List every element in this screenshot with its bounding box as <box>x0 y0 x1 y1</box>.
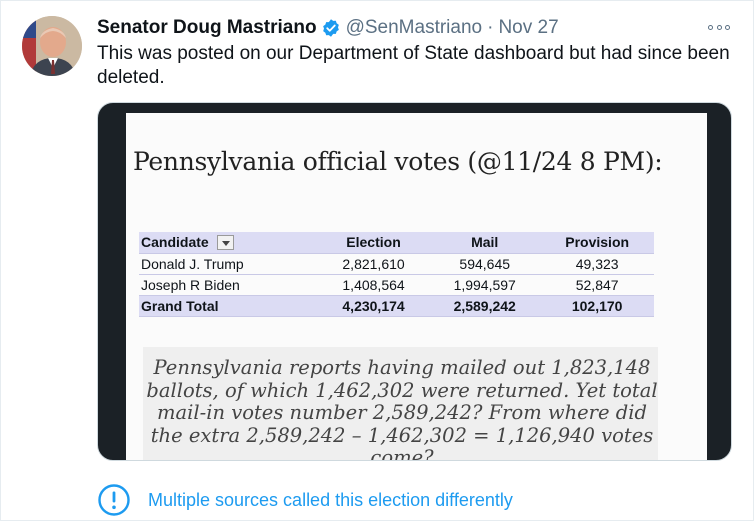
table-cell: 102,170 <box>540 295 654 317</box>
column-header-election: Election <box>317 232 430 254</box>
table-cell: 1,994,597 <box>429 274 541 296</box>
column-header-label: Candidate <box>141 233 209 250</box>
tweet-date[interactable]: Nov 27 <box>498 17 559 38</box>
column-header-provision: Provision <box>540 232 654 254</box>
avatar-image <box>22 16 82 76</box>
table-cell: 49,323 <box>540 253 654 275</box>
notice-link[interactable]: Multiple sources called this election di… <box>148 489 513 510</box>
table-cell: 2,821,610 <box>317 253 430 275</box>
election-notice[interactable]: Multiple sources called this election di… <box>97 483 513 517</box>
table-cell: 2,589,242 <box>429 295 541 317</box>
tweet-header: Senator Doug Mastriano @SenMastriano · N… <box>97 16 559 40</box>
more-options-icon[interactable] <box>708 19 730 35</box>
quote-line: Pennsylvania reports having mailed out 1… <box>153 356 651 379</box>
verified-badge-icon <box>321 18 341 38</box>
quote-line: the extra 2,589,242 – 1,462,302 = 1,126,… <box>150 423 654 447</box>
table-cell: Grand Total <box>139 295 318 317</box>
avatar[interactable] <box>22 16 82 76</box>
quote-line: ballots, of which 1,462,302 were returne… <box>146 378 658 402</box>
author-handle[interactable]: @SenMastriano <box>345 17 483 38</box>
table-cell: 4,230,174 <box>317 295 430 317</box>
table-row: Joseph R Biden 1,408,564 1,994,597 52,84… <box>139 274 654 296</box>
table-row: Donald J. Trump 2,821,610 594,645 49,323 <box>139 253 654 275</box>
header-separator: · <box>487 17 494 38</box>
column-header-mail: Mail <box>429 232 541 254</box>
author-display-name[interactable]: Senator Doug Mastriano <box>97 17 317 38</box>
table-cell: 594,645 <box>429 253 541 275</box>
table-cell: Joseph R Biden <box>139 274 318 296</box>
table-cell: 1,408,564 <box>317 274 430 296</box>
column-header-candidate: Candidate <box>139 232 318 254</box>
table-header-row: Candidate Election Mail Provision <box>139 232 654 254</box>
table-cell: 52,847 <box>540 274 654 296</box>
quote-line: mail-in votes number 2,589,242? From whe… <box>157 401 647 424</box>
votes-table: Candidate Election Mail Provision Donald… <box>139 232 654 317</box>
exclamation-circle-icon <box>97 483 131 517</box>
quote-line: come? <box>370 446 434 461</box>
tweet-media-image[interactable]: Pennsylvania official votes (@11/24 8 PM… <box>97 102 732 461</box>
table-cell: Donald J. Trump <box>139 253 318 275</box>
media-quote: Pennsylvania reports having mailed out 1… <box>142 356 662 461</box>
table-total-row: Grand Total 4,230,174 2,589,242 102,170 <box>139 295 654 317</box>
media-title: Pennsylvania official votes (@11/24 8 PM… <box>133 147 663 176</box>
filter-dropdown-icon <box>216 234 234 250</box>
tweet-text: This was posted on our Department of Sta… <box>97 43 730 88</box>
quote-background <box>143 347 658 460</box>
